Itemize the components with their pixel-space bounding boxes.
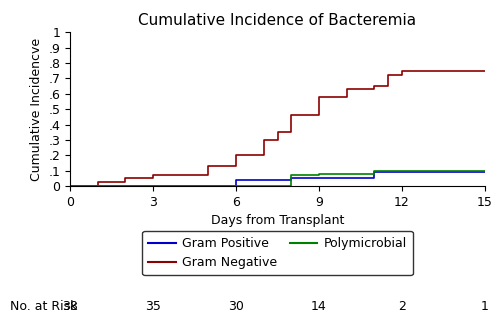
Polymicrobial [316, 172, 322, 176]
Line: Gram Negative: Gram Negative [70, 71, 485, 186]
Gram Negative [122, 177, 128, 180]
Gram Negative [372, 84, 378, 88]
Gram Negative [288, 113, 294, 117]
Text: 30: 30 [228, 300, 244, 313]
Polymicrobial [372, 169, 378, 173]
Polymicrobial [482, 169, 488, 173]
Text: No. at Risk: No. at Risk [10, 300, 78, 313]
Gram Positive [372, 170, 378, 174]
Gram Negative [94, 180, 100, 184]
Y-axis label: Cumulative Incidencve: Cumulative Incidencve [30, 38, 43, 181]
Text: 14: 14 [311, 300, 327, 313]
Legend: Gram Positive, Gram Negative, Polymicrobial: Gram Positive, Gram Negative, Polymicrob… [142, 231, 413, 275]
X-axis label: Days from Transplant: Days from Transplant [211, 214, 344, 228]
Gram Positive [67, 184, 73, 188]
Text: 38: 38 [62, 300, 78, 313]
Text: 35: 35 [145, 300, 161, 313]
Polymicrobial [67, 184, 73, 188]
Text: 2: 2 [398, 300, 406, 313]
Gram Negative [316, 95, 322, 99]
Gram Positive [482, 170, 488, 174]
Gram Negative [67, 184, 73, 188]
Title: Cumulative Incidence of Bacteremia: Cumulative Incidence of Bacteremia [138, 13, 416, 28]
Line: Gram Positive: Gram Positive [70, 172, 485, 186]
Gram Negative [150, 173, 156, 177]
Text: 1: 1 [481, 300, 489, 313]
Gram Negative [344, 87, 349, 91]
Polymicrobial [288, 173, 294, 177]
Gram Positive [288, 177, 294, 180]
Gram Negative [482, 69, 488, 73]
Gram Negative [399, 69, 405, 73]
Gram Negative [233, 153, 239, 157]
Line: Polymicrobial: Polymicrobial [70, 171, 485, 186]
Gram Negative [260, 138, 266, 142]
Gram Negative [385, 73, 391, 77]
Gram Negative [206, 164, 212, 168]
Gram Positive [233, 178, 239, 182]
Gram Negative [274, 130, 280, 134]
